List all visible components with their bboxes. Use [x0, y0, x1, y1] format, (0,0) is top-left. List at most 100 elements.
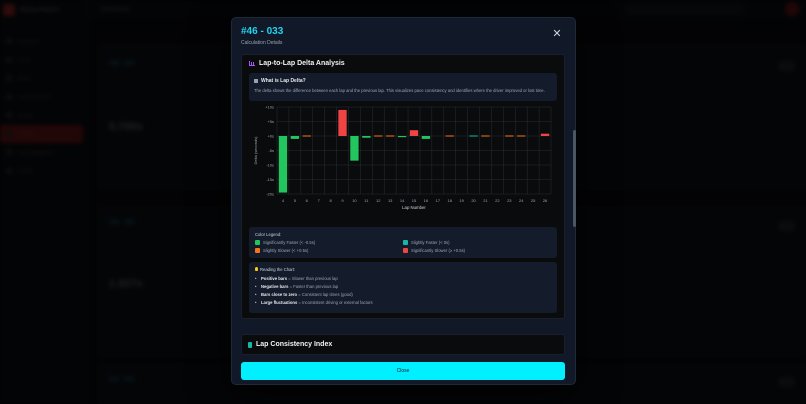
bar-lap-18[interactable] — [445, 135, 454, 136]
sidebar-item-compare-drivers[interactable]: Compare Drivers — [0, 88, 87, 107]
legend-label: Slightly Faster (< 0s) — [411, 239, 450, 245]
x-tick-label: 21 — [483, 198, 488, 203]
reading-item: Positive bars = Slower than previous lap — [255, 275, 551, 284]
sidebar-item-analysis[interactable]: Analysis — [0, 124, 83, 143]
chart-svg: +10s +5s +0s -5s -10s -15s -20s 4 5 6 7 8 9 10 11 12 13 1… — [253, 104, 552, 210]
section-heading: Lap-to-Lap Delta Analysis — [249, 60, 557, 67]
avatar[interactable] — [785, 2, 799, 16]
book-icon — [248, 341, 252, 348]
bar-lap-9[interactable] — [338, 109, 347, 136]
bar-lap-6[interactable] — [302, 135, 311, 136]
x-tick-label: 16 — [424, 198, 429, 203]
x-tick-label: 11 — [364, 198, 369, 203]
x-tick-label: 15 — [412, 198, 417, 203]
x-tick-label: 17 — [436, 198, 441, 203]
reading-list: Positive bars = Slower than previous lap… — [255, 275, 551, 308]
bar-lap-12[interactable] — [374, 135, 383, 136]
nav-icon — [6, 149, 12, 156]
legend-swatch — [403, 239, 408, 245]
x-tick-label: 18 — [448, 198, 453, 203]
sidebar-item-label: Vehicles — [17, 112, 34, 118]
sidebar-item-label: Compare Drivers — [17, 94, 52, 100]
bar-lap-10[interactable] — [350, 135, 359, 161]
card-value: 1.927s — [109, 278, 143, 290]
bar-lap-21[interactable] — [481, 135, 490, 136]
bar-lap-15[interactable] — [409, 129, 419, 136]
modal-scroll-area[interactable]: Lap-to-Lap Delta Analysis What is Lap De… — [241, 54, 565, 333]
bar-lap-14[interactable] — [397, 135, 407, 137]
calculation-details-modal: #46 - 033 Calculation Details ✕ Lap-to-L… — [231, 17, 576, 385]
reading-guide: Reading the Chart: Positive bars = Slowe… — [249, 261, 557, 313]
scrollbar-thumb[interactable] — [573, 130, 576, 227]
x-tick-label: 4 — [282, 198, 285, 203]
nav-icon — [6, 130, 12, 137]
close-button[interactable]: Close — [241, 362, 565, 380]
delta-bar-chart: +10s +5s +0s -5s -10s -15s -20s 4 5 6 7 8 9 10 11 12 13 1… — [249, 103, 557, 223]
x-tick-label: 9 — [341, 198, 344, 203]
x-tick-label: 6 — [306, 198, 309, 203]
lightbulb-icon — [255, 267, 258, 271]
color-legend: Color Legend: Significantly Faster (< -0… — [249, 226, 557, 258]
x-tick-label: 25 — [531, 198, 536, 203]
y-tick-label: -15s — [266, 177, 274, 182]
sidebar-item-dashboard[interactable]: Dashboard — [0, 32, 87, 51]
search-input[interactable] — [625, 3, 745, 16]
delta-analysis-section: Lap-to-Lap Delta Analysis What is Lap De… — [241, 54, 565, 319]
legend-grid: Significantly Faster (< -0.5s) Slightly F… — [255, 239, 551, 253]
sidebar-item-drivers[interactable]: Drivers — [0, 69, 87, 88]
logo-icon — [3, 4, 15, 16]
bar-lap-24[interactable] — [517, 135, 526, 136]
sidebar-item-label: User Management — [17, 149, 55, 155]
sidebar-item-events[interactable]: Events — [0, 51, 87, 70]
card-value: 0.788s — [109, 121, 143, 133]
modal-title: #46 - 033 — [241, 26, 284, 37]
card-toggle-button[interactable] — [779, 221, 795, 231]
reading-heading: Reading the Chart: — [255, 267, 551, 272]
brand-name: Racing Analytics — [20, 7, 61, 13]
card-toggle-button[interactable] — [779, 377, 795, 387]
legend-swatch — [403, 247, 408, 253]
bar-lap-5[interactable] — [290, 135, 300, 139]
info-heading: What is Lap Delta? — [254, 78, 552, 84]
bar-lap-13[interactable] — [386, 135, 395, 136]
bar-chart-icon — [249, 61, 255, 66]
sidebar-item-vehicles[interactable]: Vehicles — [0, 106, 87, 125]
y-tick-label: -10s — [266, 162, 274, 167]
bar-lap-11[interactable] — [362, 135, 371, 138]
bar-lap-26[interactable] — [540, 133, 550, 136]
bar-lap-16[interactable] — [421, 135, 431, 139]
info-text: The delta shows the difference between e… — [254, 88, 545, 93]
x-tick-label: 13 — [388, 198, 393, 203]
legend-item: Slightly Faster (< 0s) — [403, 239, 551, 245]
card-title: #46 - 033 — [109, 61, 135, 67]
consistency-heading: Lap Consistency Index — [256, 341, 333, 348]
close-icon[interactable]: ✕ — [552, 28, 562, 40]
x-tick-label: 5 — [294, 198, 297, 203]
x-tick-label: 23 — [507, 198, 512, 203]
reading-term: Negative bars — [261, 283, 289, 289]
sidebar-item-label: Drivers — [17, 75, 32, 81]
y-tick-label: +5s — [267, 119, 274, 124]
sidebar-item-user-management[interactable]: User Management — [0, 143, 87, 162]
brand: Racing Analytics — [0, 0, 87, 20]
nav-icon — [6, 112, 12, 119]
y-tick-label: -20s — [266, 191, 274, 196]
consistency-section[interactable]: Lap Consistency Index — [241, 334, 565, 355]
bar-lap-23[interactable] — [505, 135, 514, 136]
x-tick-label: 24 — [519, 198, 524, 203]
x-tick-label: 10 — [352, 198, 357, 203]
x-tick-label: 8 — [329, 198, 332, 203]
legend-item: Significantly Slower (≥ +0.5s) — [403, 247, 551, 253]
nav-icon — [6, 75, 12, 82]
reading-heading-text: Reading the Chart: — [260, 266, 296, 272]
chart-icon — [254, 79, 258, 83]
card-toggle-button[interactable] — [779, 61, 795, 71]
nav-icon — [6, 167, 12, 174]
bar-lap-4[interactable] — [278, 135, 288, 193]
info-heading-text: What is Lap Delta? — [261, 78, 306, 84]
sidebar-item-label: Dashboard — [17, 38, 40, 44]
legend-label: Significantly Slower (≥ +0.5s) — [411, 247, 466, 253]
sidebar-item-settings[interactable]: Settings — [0, 162, 87, 181]
bar-lap-20[interactable] — [469, 135, 478, 136]
x-axis-label: Lap Number — [402, 205, 426, 210]
